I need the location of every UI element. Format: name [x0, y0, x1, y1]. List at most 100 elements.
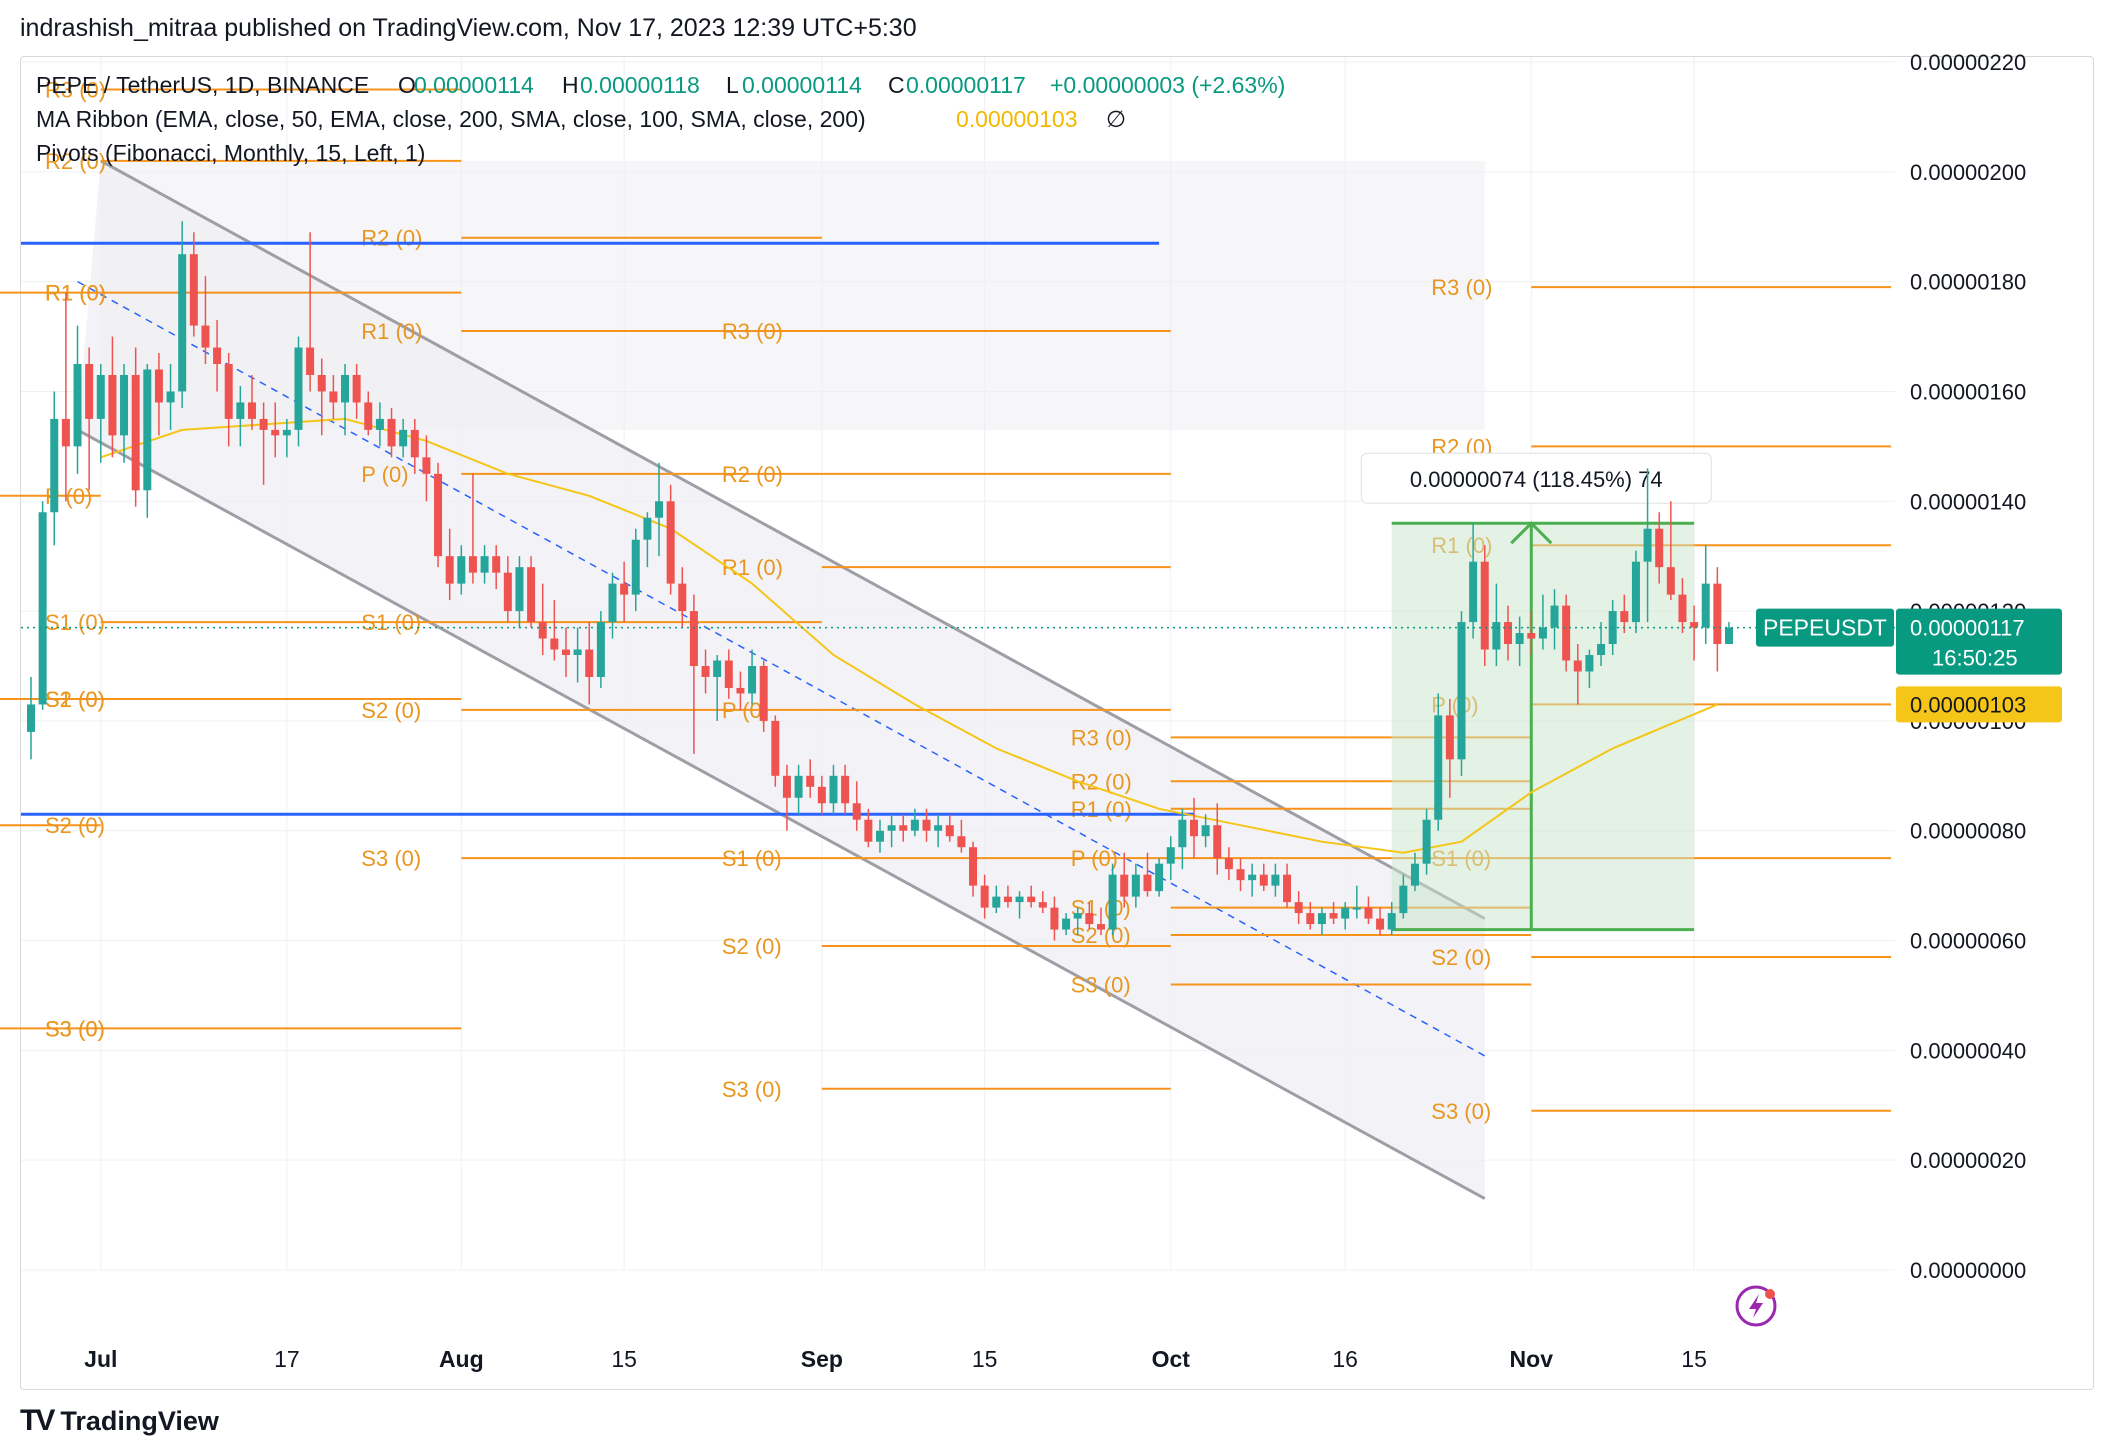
candle[interactable] [480, 545, 489, 584]
candle[interactable] [515, 556, 524, 628]
candle[interactable] [1224, 847, 1233, 881]
candle[interactable] [1073, 907, 1082, 936]
candle[interactable] [1527, 611, 1536, 656]
candle[interactable] [329, 374, 338, 419]
candle[interactable] [643, 512, 652, 568]
candle[interactable] [689, 594, 698, 754]
candle[interactable] [1003, 885, 1012, 908]
candle[interactable] [1631, 550, 1640, 634]
candle[interactable] [1410, 852, 1419, 892]
candle[interactable] [1271, 863, 1280, 897]
candle[interactable] [73, 325, 82, 474]
candle[interactable] [550, 600, 559, 661]
candle[interactable] [1713, 567, 1722, 672]
candle[interactable] [1620, 594, 1629, 634]
candle[interactable] [1213, 803, 1222, 875]
candle[interactable] [1364, 896, 1373, 925]
candle[interactable] [945, 814, 954, 842]
candle[interactable] [1248, 863, 1257, 897]
candle[interactable] [1492, 583, 1501, 666]
candle[interactable] [422, 435, 431, 502]
candle[interactable] [341, 364, 350, 436]
candle[interactable] [503, 556, 512, 623]
candle[interactable] [271, 402, 280, 458]
candle[interactable] [841, 764, 850, 815]
candle[interactable] [143, 364, 152, 518]
candle[interactable] [875, 819, 884, 853]
lightning-icon[interactable] [1735, 1285, 1777, 1327]
candle[interactable] [1201, 814, 1210, 848]
candle[interactable] [864, 808, 873, 848]
candle[interactable] [608, 572, 617, 639]
candle[interactable] [1562, 594, 1571, 672]
candle[interactable] [1096, 907, 1105, 936]
candle[interactable] [1434, 693, 1443, 831]
candle[interactable] [655, 462, 664, 557]
candle[interactable] [1050, 896, 1059, 941]
candle[interactable] [1166, 836, 1175, 881]
candle[interactable] [1143, 852, 1152, 897]
candle[interactable] [620, 561, 629, 623]
candle[interactable] [806, 759, 815, 798]
candle[interactable] [468, 473, 477, 584]
candle[interactable] [1108, 863, 1117, 936]
candle[interactable] [596, 611, 605, 688]
candle[interactable] [817, 775, 826, 815]
candle[interactable] [1178, 808, 1187, 870]
candle[interactable] [50, 391, 59, 546]
candle[interactable] [771, 715, 780, 787]
candle[interactable] [201, 276, 210, 364]
candle[interactable] [1085, 902, 1094, 930]
candle[interactable] [1701, 545, 1710, 645]
footer-brand[interactable]: TV TradingView [20, 1404, 219, 1438]
candle[interactable] [1329, 902, 1338, 925]
candle[interactable] [85, 347, 94, 491]
candle[interactable] [1666, 501, 1675, 601]
candle[interactable] [794, 764, 803, 815]
candle[interactable] [1259, 863, 1268, 892]
candle[interactable] [538, 583, 547, 656]
candle[interactable] [1550, 589, 1559, 650]
candle[interactable] [352, 364, 361, 419]
candle[interactable] [1457, 611, 1466, 776]
candle[interactable] [782, 764, 791, 831]
candle[interactable] [224, 353, 233, 447]
candle[interactable] [713, 655, 722, 721]
candle[interactable] [236, 385, 245, 447]
candle[interactable] [1445, 698, 1454, 798]
candle[interactable] [1469, 523, 1478, 639]
candle[interactable] [317, 358, 326, 436]
candle[interactable] [108, 336, 117, 458]
candle[interactable] [1678, 578, 1687, 634]
candle[interactable] [166, 364, 175, 430]
candle[interactable] [1236, 858, 1245, 892]
candle[interactable] [1027, 885, 1036, 908]
candle[interactable] [829, 764, 838, 815]
candle[interactable] [1504, 605, 1513, 661]
candle[interactable] [213, 320, 222, 392]
candle[interactable] [375, 402, 384, 447]
candle[interactable] [1387, 902, 1396, 936]
candle[interactable] [259, 402, 268, 485]
candle[interactable] [1155, 858, 1164, 897]
candle[interactable] [247, 374, 256, 430]
candle[interactable] [748, 649, 757, 705]
candle[interactable] [969, 841, 978, 897]
candle[interactable] [852, 781, 861, 831]
candle[interactable] [1062, 913, 1071, 936]
candle[interactable] [445, 528, 454, 601]
candle[interactable] [1120, 852, 1129, 908]
candle[interactable] [934, 814, 943, 848]
candle[interactable] [364, 391, 373, 436]
candle[interactable] [1131, 863, 1140, 908]
candle[interactable] [1690, 605, 1699, 661]
candle[interactable] [1597, 622, 1606, 666]
candle[interactable] [492, 545, 501, 590]
candle[interactable] [561, 627, 570, 677]
candle[interactable] [1038, 891, 1047, 914]
candle[interactable] [294, 336, 303, 447]
candle[interactable] [1399, 874, 1408, 919]
candle[interactable] [678, 567, 687, 628]
candle[interactable] [527, 556, 536, 628]
candle[interactable] [1317, 907, 1326, 936]
